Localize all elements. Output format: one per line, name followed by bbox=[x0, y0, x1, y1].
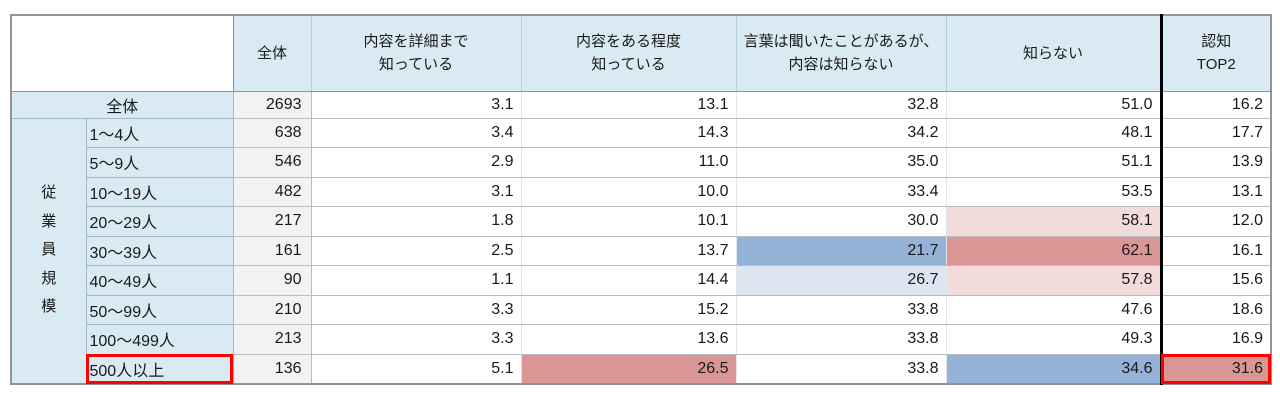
value-cell: 2.5 bbox=[310, 235, 522, 266]
n-cell: 161 bbox=[232, 235, 312, 266]
row-label-total: 全体 bbox=[10, 90, 234, 119]
value-cell: 15.2 bbox=[520, 294, 737, 325]
table-row: 100〜499人 213 3.3 13.6 33.8 49.3 16.9 bbox=[11, 324, 1272, 355]
top2-cell: 17.7 bbox=[1159, 117, 1272, 148]
value-cell: 26.5 bbox=[520, 353, 737, 384]
n-cell: 90 bbox=[232, 265, 312, 296]
value-cell: 47.6 bbox=[945, 294, 1162, 325]
top2-cell: 16.2 bbox=[1159, 90, 1272, 119]
col-header-awareness-top2: 認知 TOP2 bbox=[1159, 14, 1272, 92]
value-cell: 62.1 bbox=[945, 235, 1162, 266]
value-cell: 33.8 bbox=[735, 294, 947, 325]
value-cell: 1.8 bbox=[310, 206, 522, 237]
row-label: 50〜99人 bbox=[85, 294, 234, 325]
table-container: 全体 内容を詳細まで 知っている 内容をある程度 知っている 言葉は聞いたことが… bbox=[10, 14, 1272, 385]
table-row: 30〜39人 161 2.5 13.7 21.7 62.1 16.1 bbox=[11, 235, 1272, 266]
value-cell: 53.5 bbox=[945, 176, 1162, 207]
value-cell: 10.0 bbox=[520, 176, 737, 207]
value-cell: 57.8 bbox=[945, 265, 1162, 296]
value-cell: 13.1 bbox=[520, 90, 737, 119]
row-label: 40〜49人 bbox=[85, 265, 234, 296]
col-header-heard-only: 言葉は聞いたことがあるが、 内容は知らない bbox=[735, 14, 947, 92]
row-label: 30〜39人 bbox=[85, 235, 234, 266]
value-cell: 3.3 bbox=[310, 324, 522, 355]
value-cell: 34.6 bbox=[945, 353, 1162, 384]
value-cell: 3.1 bbox=[310, 90, 522, 119]
n-cell: 638 bbox=[232, 117, 312, 148]
table-row: 5〜9人 546 2.9 11.0 35.0 51.1 13.9 bbox=[11, 147, 1272, 178]
value-cell: 13.6 bbox=[520, 324, 737, 355]
value-cell: 3.3 bbox=[310, 294, 522, 325]
value-cell: 33.4 bbox=[735, 176, 947, 207]
table-row: 従業員規模 1〜4人 638 3.4 14.3 34.2 48.1 17.7 bbox=[10, 117, 1272, 384]
value-cell: 3.4 bbox=[310, 117, 522, 148]
value-cell: 49.3 bbox=[945, 324, 1162, 355]
survey-crosstab-table: 全体 内容を詳細まで 知っている 内容をある程度 知っている 言葉は聞いたことが… bbox=[10, 14, 1272, 385]
table-row-total: 全体 2693 3.1 13.1 32.8 51.0 16.2 bbox=[10, 90, 1272, 119]
n-cell: 136 bbox=[232, 353, 312, 384]
n-cell: 210 bbox=[232, 294, 312, 325]
value-cell: 14.4 bbox=[520, 265, 737, 296]
top2-cell: 18.6 bbox=[1159, 294, 1272, 325]
value-cell: 1.1 bbox=[310, 265, 522, 296]
n-cell: 217 bbox=[232, 206, 312, 237]
value-cell: 33.8 bbox=[735, 324, 947, 355]
top2-cell: 31.6 bbox=[1159, 353, 1272, 384]
n-cell: 2693 bbox=[232, 90, 312, 119]
header-row: 全体 内容を詳細まで 知っている 内容をある程度 知っている 言葉は聞いたことが… bbox=[10, 14, 1272, 92]
n-cell: 546 bbox=[232, 147, 312, 178]
value-cell: 30.0 bbox=[735, 206, 947, 237]
table-row: 20〜29人 217 1.8 10.1 30.0 58.1 12.0 bbox=[11, 206, 1272, 237]
top2-cell: 15.6 bbox=[1159, 265, 1272, 296]
value-cell: 21.7 bbox=[735, 235, 947, 266]
n-cell: 213 bbox=[232, 324, 312, 355]
value-cell: 3.1 bbox=[310, 176, 522, 207]
row-label: 100〜499人 bbox=[85, 324, 234, 355]
n-cell: 482 bbox=[232, 176, 312, 207]
row-label: 10〜19人 bbox=[85, 176, 234, 207]
row-label: 1〜4人 bbox=[85, 117, 234, 148]
value-cell: 58.1 bbox=[945, 206, 1162, 237]
row-label: 5〜9人 bbox=[85, 147, 234, 178]
value-cell: 51.0 bbox=[945, 90, 1162, 119]
row-group-label-text: 従業員規模 bbox=[41, 184, 57, 316]
col-header-dont-know: 知らない bbox=[945, 14, 1162, 92]
row-label: 20〜29人 bbox=[85, 206, 234, 237]
value-cell: 10.1 bbox=[520, 206, 737, 237]
top2-cell: 13.9 bbox=[1159, 147, 1272, 178]
value-cell: 32.8 bbox=[735, 90, 947, 119]
top2-cell: 12.0 bbox=[1159, 206, 1272, 237]
value-cell: 51.1 bbox=[945, 147, 1162, 178]
col-header-know-detail: 内容を詳細まで 知っている bbox=[310, 14, 522, 92]
table-row: 10〜19人 482 3.1 10.0 33.4 53.5 13.1 bbox=[11, 176, 1272, 207]
row-label: 500人以上 bbox=[85, 353, 234, 384]
value-cell: 14.3 bbox=[520, 117, 737, 148]
table-row-500plus: 500人以上 136 5.1 26.5 33.8 34.6 31.6 bbox=[11, 353, 1272, 384]
table-row: 50〜99人 210 3.3 15.2 33.8 47.6 18.6 bbox=[11, 294, 1272, 325]
value-cell: 34.2 bbox=[735, 117, 947, 148]
value-cell: 26.7 bbox=[735, 265, 947, 296]
row-group-label: 従業員規模 bbox=[10, 117, 87, 384]
top2-cell: 16.9 bbox=[1159, 324, 1272, 355]
top2-cell: 16.1 bbox=[1159, 235, 1272, 266]
value-cell: 13.7 bbox=[520, 235, 737, 266]
col-header-total-n: 全体 bbox=[232, 14, 312, 92]
value-cell: 2.9 bbox=[310, 147, 522, 178]
value-cell: 33.8 bbox=[735, 353, 947, 384]
value-cell: 35.0 bbox=[735, 147, 947, 178]
col-header-know-somewhat: 内容をある程度 知っている bbox=[520, 14, 737, 92]
corner-cell bbox=[10, 14, 234, 92]
table-row: 40〜49人 90 1.1 14.4 26.7 57.8 15.6 bbox=[11, 265, 1272, 296]
top2-cell: 13.1 bbox=[1159, 176, 1272, 207]
value-cell: 11.0 bbox=[520, 147, 737, 178]
value-cell: 48.1 bbox=[945, 117, 1162, 148]
value-cell: 5.1 bbox=[310, 353, 522, 384]
